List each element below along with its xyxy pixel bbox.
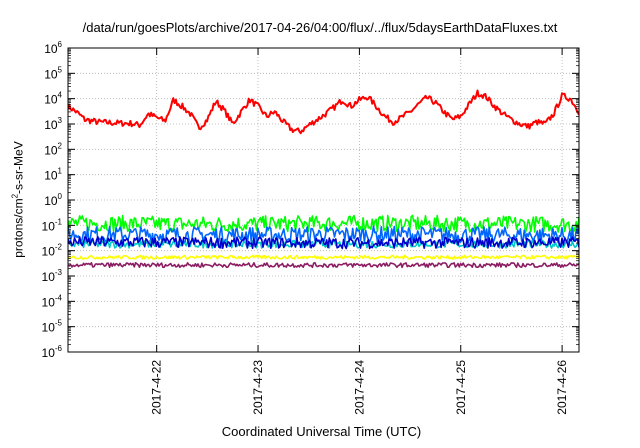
- y-axis-label: protons/cm2-s-sr-MeV: [11, 90, 26, 310]
- y-tick-label: 101: [44, 167, 62, 183]
- y-tick-label: 10-5: [42, 319, 63, 335]
- grid-lines: [68, 48, 579, 352]
- y-tick-label: 106: [44, 40, 62, 56]
- y-tick-label: 10-6: [42, 344, 63, 360]
- y-axis-label-sup: 2: [10, 193, 20, 199]
- y-tick-label: 10-2: [42, 243, 63, 259]
- y-tick-label: 10-1: [42, 217, 63, 233]
- y-tick-label: 10-4: [42, 293, 63, 309]
- x-tick-label: 2017-4-25: [454, 360, 468, 415]
- series-line-6: [68, 262, 579, 269]
- x-tick-label: 2017-4-23: [251, 360, 265, 415]
- y-tick-label: 10-3: [42, 268, 63, 284]
- chart-title: /data/run/goesPlots/archive/2017-04-26/0…: [82, 20, 558, 35]
- y-tick-label: 103: [44, 116, 62, 132]
- y-tick-label: 100: [44, 192, 62, 208]
- y-tick-labels: 10-6 10-5 10-4 10-3 10-2 10-1 100 101 102 103 104 1…: [42, 40, 63, 360]
- data-series: [68, 89, 579, 269]
- y-axis-label-post: -s-sr-MeV: [11, 141, 26, 194]
- series-line-1: [68, 214, 579, 233]
- series-line-5: [68, 254, 579, 260]
- x-tick-labels: 2017-4-22 2017-4-23 2017-4-24 2017-4-25 2017…: [150, 360, 569, 415]
- y-tick-label: 105: [44, 65, 62, 81]
- y-tick-label: 102: [44, 141, 62, 157]
- y-tick-label: 104: [44, 91, 62, 107]
- axis-ticks: [68, 47, 579, 353]
- x-tick-label: 2017-4-26: [555, 360, 569, 415]
- y-axis-label-pre: protons/cm: [11, 198, 26, 258]
- series-line-4: [68, 236, 579, 250]
- x-tick-label: 2017-4-22: [150, 360, 164, 415]
- x-tick-label: 2017-4-24: [352, 360, 366, 415]
- series-line-0: [68, 89, 579, 135]
- x-axis-label: Coordinated Universal Time (UTC): [221, 424, 422, 439]
